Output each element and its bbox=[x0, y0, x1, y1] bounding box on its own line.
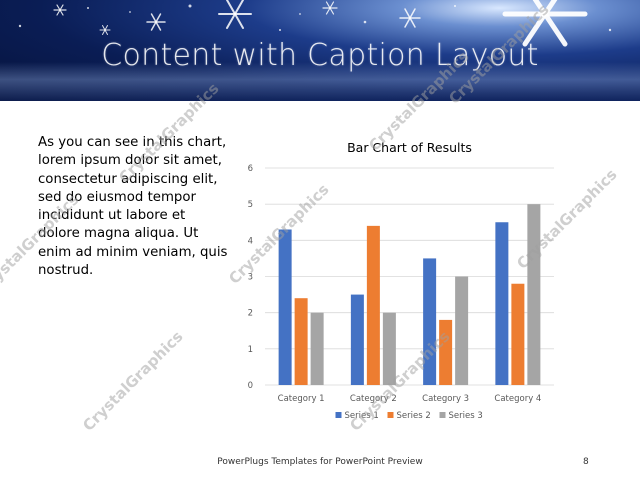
banner-glow bbox=[0, 62, 640, 101]
bar-series-2 bbox=[511, 283, 525, 385]
y-tick-label: 5 bbox=[248, 200, 253, 210]
watermark: CrystalGraphics bbox=[79, 327, 187, 435]
bar-series-3 bbox=[527, 204, 541, 385]
y-tick-label: 0 bbox=[248, 381, 253, 391]
bar-series-1 bbox=[423, 258, 437, 385]
bar-series-3 bbox=[310, 312, 324, 385]
bar-chart: Bar Chart of Results 0 1 2 3 4 5 6 Category 1 Cat… bbox=[248, 140, 554, 421]
legend-swatch bbox=[439, 412, 446, 418]
y-tick-label: 4 bbox=[248, 236, 253, 246]
bar-series-2 bbox=[294, 298, 308, 385]
legend-swatch bbox=[335, 412, 342, 418]
bar-series-1 bbox=[278, 229, 292, 385]
y-tick-label: 6 bbox=[248, 164, 253, 174]
x-tick-label: Category 4 bbox=[494, 394, 541, 404]
x-tick-label: Category 3 bbox=[422, 394, 469, 404]
legend-label: Series 3 bbox=[449, 411, 483, 421]
bar-series-1 bbox=[495, 222, 509, 385]
legend-label: Series 2 bbox=[397, 411, 431, 421]
bar-series-2 bbox=[439, 319, 453, 385]
y-tick-label: 3 bbox=[248, 273, 253, 283]
header-banner: Content with Caption Layout bbox=[0, 0, 640, 101]
bar-series-3 bbox=[382, 312, 396, 385]
legend-swatch bbox=[387, 412, 394, 418]
footer-text: PowerPlugs Templates for PowerPoint Prev… bbox=[217, 457, 423, 467]
x-tick-label: Category 2 bbox=[350, 394, 397, 404]
bar-series-2 bbox=[366, 225, 380, 385]
caption-text: As you can see in this chart, lorem ipsu… bbox=[38, 135, 228, 279]
x-tick-label: Category 1 bbox=[278, 394, 325, 404]
y-tick-label: 1 bbox=[248, 345, 253, 355]
bar-series-3 bbox=[455, 276, 469, 385]
page-number: 8 bbox=[583, 457, 589, 467]
snowflake-decoration bbox=[18, 0, 612, 47]
chart-title: Bar Chart of Results bbox=[347, 140, 472, 155]
legend-label: Series 1 bbox=[345, 411, 379, 421]
bar-series-1 bbox=[350, 294, 364, 385]
slide-title: Content with Caption Layout bbox=[101, 38, 539, 73]
y-tick-label: 2 bbox=[248, 309, 253, 319]
